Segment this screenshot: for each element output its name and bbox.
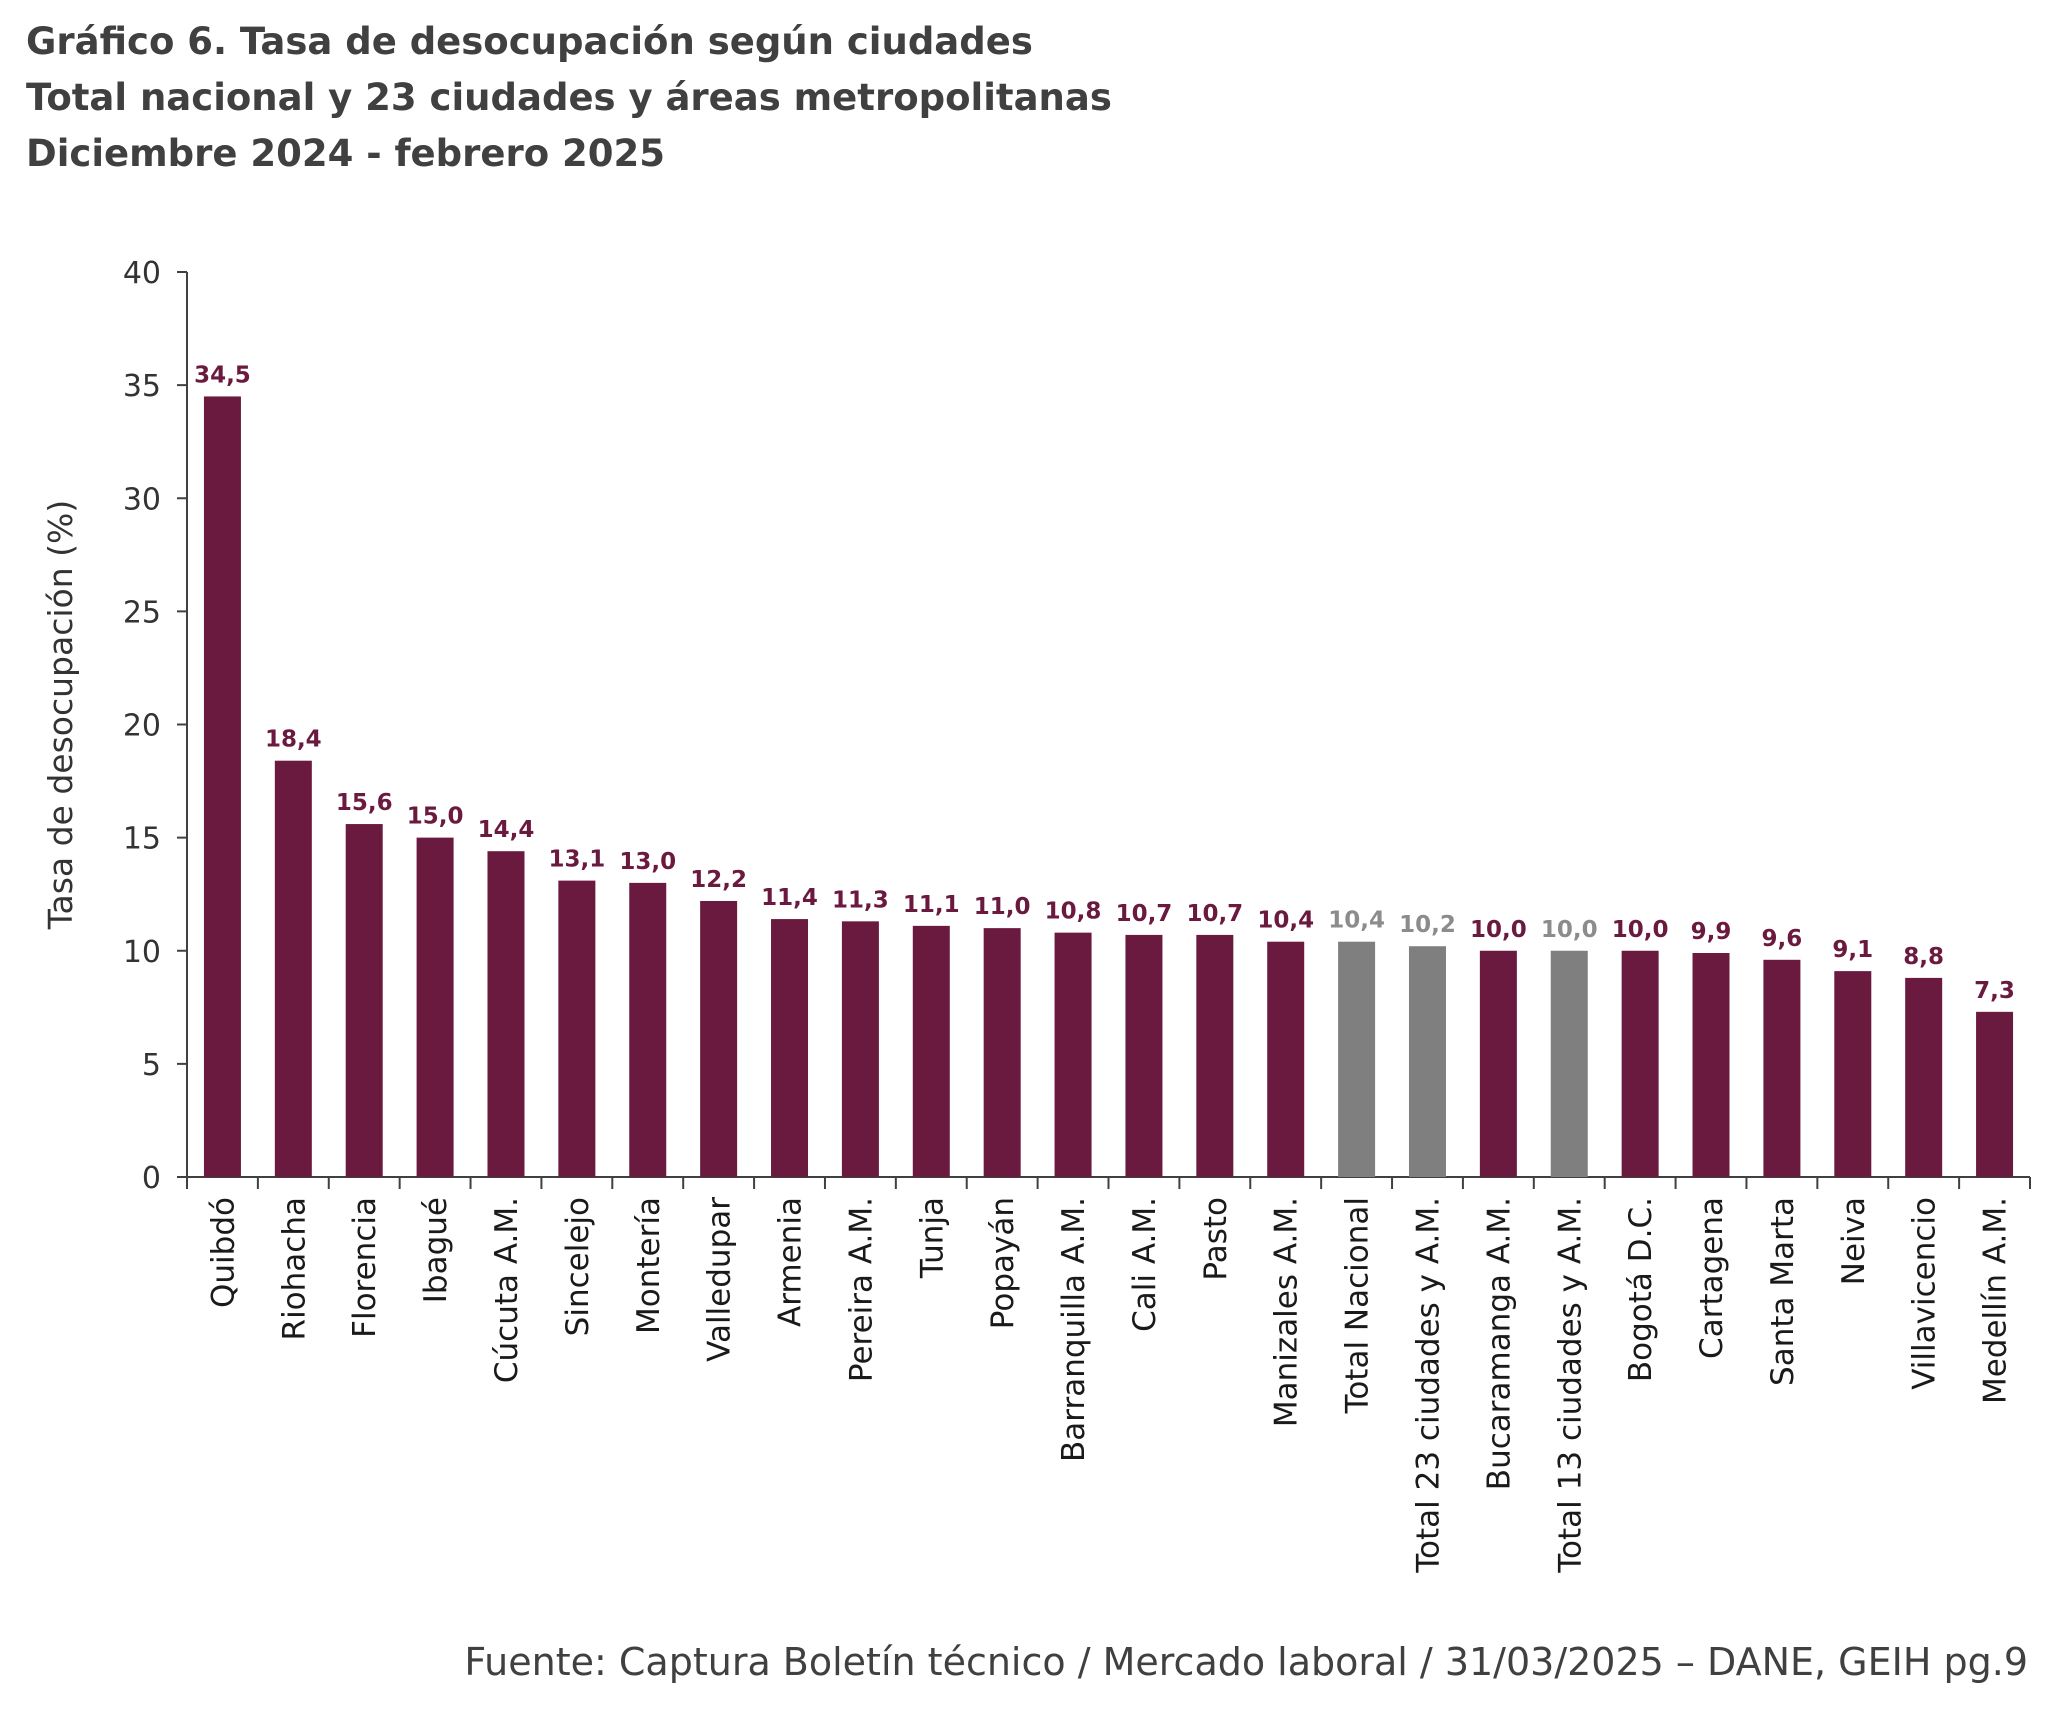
y-tick-label: 10	[123, 935, 161, 970]
bar-value-label: 34,5	[194, 362, 251, 388]
category-label: Neiva	[1836, 1197, 1872, 1285]
bar	[1834, 971, 1872, 1177]
y-axis-title: Tasa de desocupación (%)	[41, 500, 80, 930]
bar-value-label: 15,0	[407, 804, 464, 830]
category-label: Quibdó	[205, 1197, 241, 1308]
bar	[1054, 932, 1092, 1177]
category-label: Cali A.M.	[1127, 1197, 1163, 1332]
category-label: Medellín A.M.	[1978, 1197, 2014, 1404]
bar	[1267, 941, 1305, 1177]
category-label: Total 13 ciudades y A.M.	[1552, 1197, 1588, 1574]
bar	[1621, 950, 1659, 1177]
bar-value-label: 13,0	[619, 849, 676, 875]
chart-period: Diciembre 2024 - febrero 2025	[26, 132, 666, 175]
bar-value-label: 7,3	[1974, 978, 2015, 1004]
bar-value-label: 10,0	[1541, 917, 1598, 943]
bar-value-label: 14,4	[478, 817, 535, 843]
bar-value-label: 10,0	[1612, 917, 1669, 943]
bar	[1125, 934, 1163, 1177]
chart-title-block: Gráfico 6. Tasa de desocupación según ci…	[26, 14, 1112, 182]
category-label: Bucaramanga A.M.	[1481, 1197, 1517, 1490]
bar	[1763, 959, 1801, 1177]
bar-value-label: 10,7	[1116, 901, 1173, 927]
category-label: Total 23 ciudades y A.M.	[1410, 1197, 1446, 1574]
category-label: Pereira A.M.	[843, 1197, 879, 1382]
y-tick-label: 20	[123, 709, 161, 744]
category-label: Bogotá D.C.	[1623, 1197, 1659, 1382]
category-label: Manizales A.M.	[1269, 1197, 1305, 1427]
y-tick-label: 30	[123, 482, 161, 517]
y-tick-label: 40	[123, 256, 161, 291]
bar-value-label: 10,7	[1186, 901, 1243, 927]
y-tick-label: 35	[123, 369, 161, 404]
bar-value-label: 15,6	[336, 790, 393, 816]
bar-value-label: 9,9	[1691, 919, 1732, 945]
bar	[1905, 977, 1943, 1177]
bar-value-label: 12,2	[690, 867, 747, 893]
category-label: Villavicencio	[1907, 1197, 1943, 1390]
category-label: Santa Marta	[1765, 1197, 1801, 1386]
category-label: Cartagena	[1694, 1197, 1730, 1359]
bar	[1479, 950, 1517, 1177]
bar	[203, 396, 241, 1177]
category-label: Ibagué	[418, 1197, 454, 1303]
category-label: Florencia	[347, 1197, 383, 1338]
bar	[700, 900, 738, 1177]
bar-value-label: 10,4	[1328, 908, 1385, 934]
bar	[912, 925, 950, 1177]
category-label: Total Nacional	[1340, 1197, 1376, 1414]
bar-value-label: 13,1	[548, 847, 605, 873]
y-tick-label: 5	[142, 1048, 161, 1083]
unemployment-bar-chart: 0 5 10 15 20 25 30 35 40 Tasa de desocupación (%)…	[41, 256, 2031, 1574]
bar-value-label: 10,4	[1257, 908, 1314, 934]
bar-value-label: 11,3	[832, 887, 889, 913]
category-label: Armenia	[773, 1197, 809, 1327]
bar-value-label: 10,2	[1399, 912, 1456, 938]
category-label: Montería	[631, 1197, 667, 1334]
bar-value-label: 18,4	[265, 727, 322, 753]
bar	[274, 760, 312, 1177]
bar	[558, 880, 596, 1177]
bar	[1692, 953, 1730, 1177]
bar	[1408, 946, 1446, 1177]
bar	[487, 851, 525, 1177]
chart-title: Gráfico 6. Tasa de desocupación según ci…	[26, 20, 1033, 63]
bar	[1976, 1011, 2014, 1177]
bar	[1196, 934, 1234, 1177]
category-label: Riohacha	[276, 1197, 312, 1340]
bar	[1550, 950, 1588, 1177]
source-note: Fuente: Captura Boletín técnico / Mercad…	[464, 1640, 2028, 1684]
category-label: Pasto	[1198, 1197, 1234, 1281]
bar-value-label: 9,6	[1762, 926, 1803, 952]
category-label: Barranquilla A.M.	[1056, 1197, 1092, 1462]
bar	[629, 882, 667, 1177]
bar-value-label: 9,1	[1832, 937, 1873, 963]
bar-value-label: 8,8	[1903, 944, 1944, 970]
bar-value-label: 11,0	[974, 894, 1031, 920]
bar-value-label: 10,0	[1470, 917, 1527, 943]
chart-subtitle: Total nacional y 23 ciudades y áreas met…	[26, 76, 1112, 119]
y-tick-label: 25	[123, 595, 161, 630]
bar	[416, 837, 454, 1177]
category-label: Tunja	[914, 1197, 950, 1279]
bar	[841, 921, 879, 1177]
y-tick-label: 0	[142, 1161, 161, 1196]
bar-value-label: 11,4	[761, 885, 818, 911]
y-tick-label: 15	[123, 822, 161, 857]
bar-value-label: 10,8	[1045, 899, 1102, 925]
bar	[1338, 941, 1376, 1177]
bar	[771, 919, 809, 1177]
bar	[345, 824, 383, 1177]
category-label: Sincelejo	[560, 1197, 596, 1336]
category-label: Popayán	[985, 1197, 1021, 1329]
category-label: Cúcuta A.M.	[489, 1197, 525, 1383]
category-label: Valledupar	[702, 1197, 738, 1362]
bar	[983, 928, 1021, 1177]
bar-value-label: 11,1	[903, 892, 960, 918]
